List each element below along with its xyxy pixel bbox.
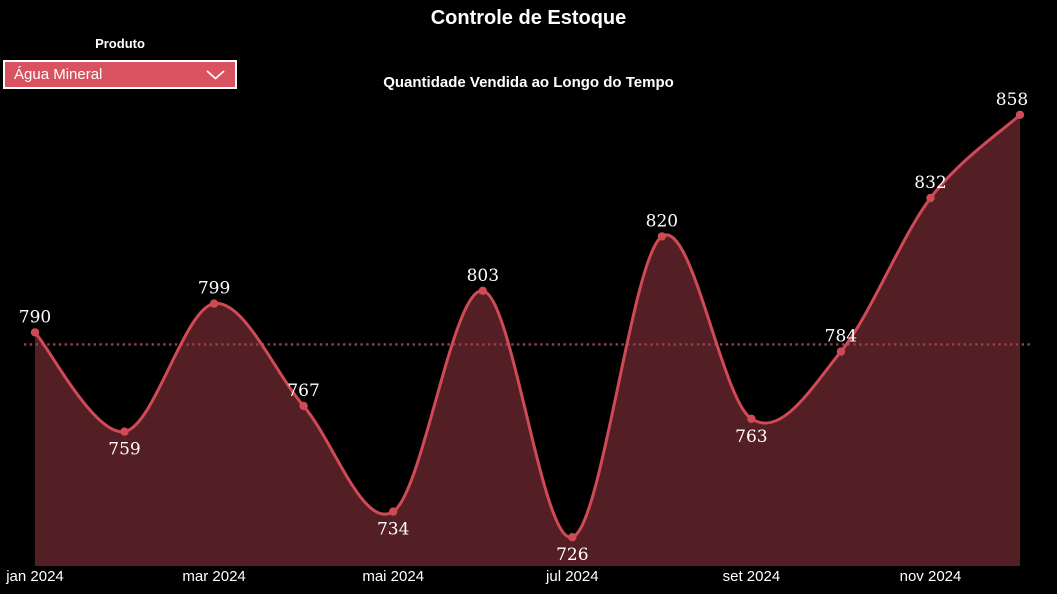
page-title: Controle de Estoque <box>430 7 627 29</box>
data-point-label: 858 <box>996 90 1028 110</box>
data-point-label: 767 <box>287 381 319 401</box>
data-point-label: 784 <box>825 327 857 347</box>
data-point-marker[interactable] <box>747 414 756 423</box>
data-point-marker[interactable] <box>1015 110 1025 120</box>
data-point-label: 820 <box>646 211 678 231</box>
x-axis-tick-label: mar 2024 <box>182 568 245 585</box>
chevron-down-icon[interactable] <box>206 69 225 80</box>
data-point-label: 799 <box>198 279 230 299</box>
x-axis-tick-label: nov 2024 <box>900 568 962 585</box>
x-axis-tick-label: jul 2024 <box>545 568 599 585</box>
x-axis-tick-label: mai 2024 <box>362 568 424 585</box>
chart-title: Quantidade Vendida ao Longo do Tempo <box>383 74 674 91</box>
area-fill[interactable] <box>35 114 1020 567</box>
data-point-label: 832 <box>914 173 946 193</box>
data-point-marker[interactable] <box>926 193 935 203</box>
x-axis-tick-label: set 2024 <box>723 568 781 585</box>
data-point-label: 790 <box>19 307 51 327</box>
data-point-marker[interactable] <box>299 401 308 411</box>
product-dropdown-selected-value: Água Mineral <box>14 66 103 83</box>
data-point-marker[interactable] <box>568 533 577 542</box>
data-point-marker[interactable] <box>478 286 487 295</box>
data-point-label: 803 <box>467 266 499 286</box>
data-point-label: 759 <box>108 440 140 460</box>
data-point-marker[interactable] <box>836 347 846 356</box>
x-axis-tick-label: jan 2024 <box>5 568 64 585</box>
data-point-marker[interactable] <box>389 507 398 516</box>
product-filter-label: Produto <box>95 36 145 51</box>
data-point-marker[interactable] <box>657 232 667 241</box>
data-point-marker[interactable] <box>120 427 129 436</box>
product-filter: Produto Água Mineral <box>3 36 237 89</box>
data-point-label: 763 <box>735 427 767 447</box>
data-point-marker[interactable] <box>30 328 40 337</box>
data-point-label: 726 <box>556 545 588 565</box>
product-dropdown[interactable]: Água Mineral <box>3 60 237 89</box>
data-point-marker[interactable] <box>209 299 219 308</box>
data-point-label: 734 <box>377 520 409 540</box>
